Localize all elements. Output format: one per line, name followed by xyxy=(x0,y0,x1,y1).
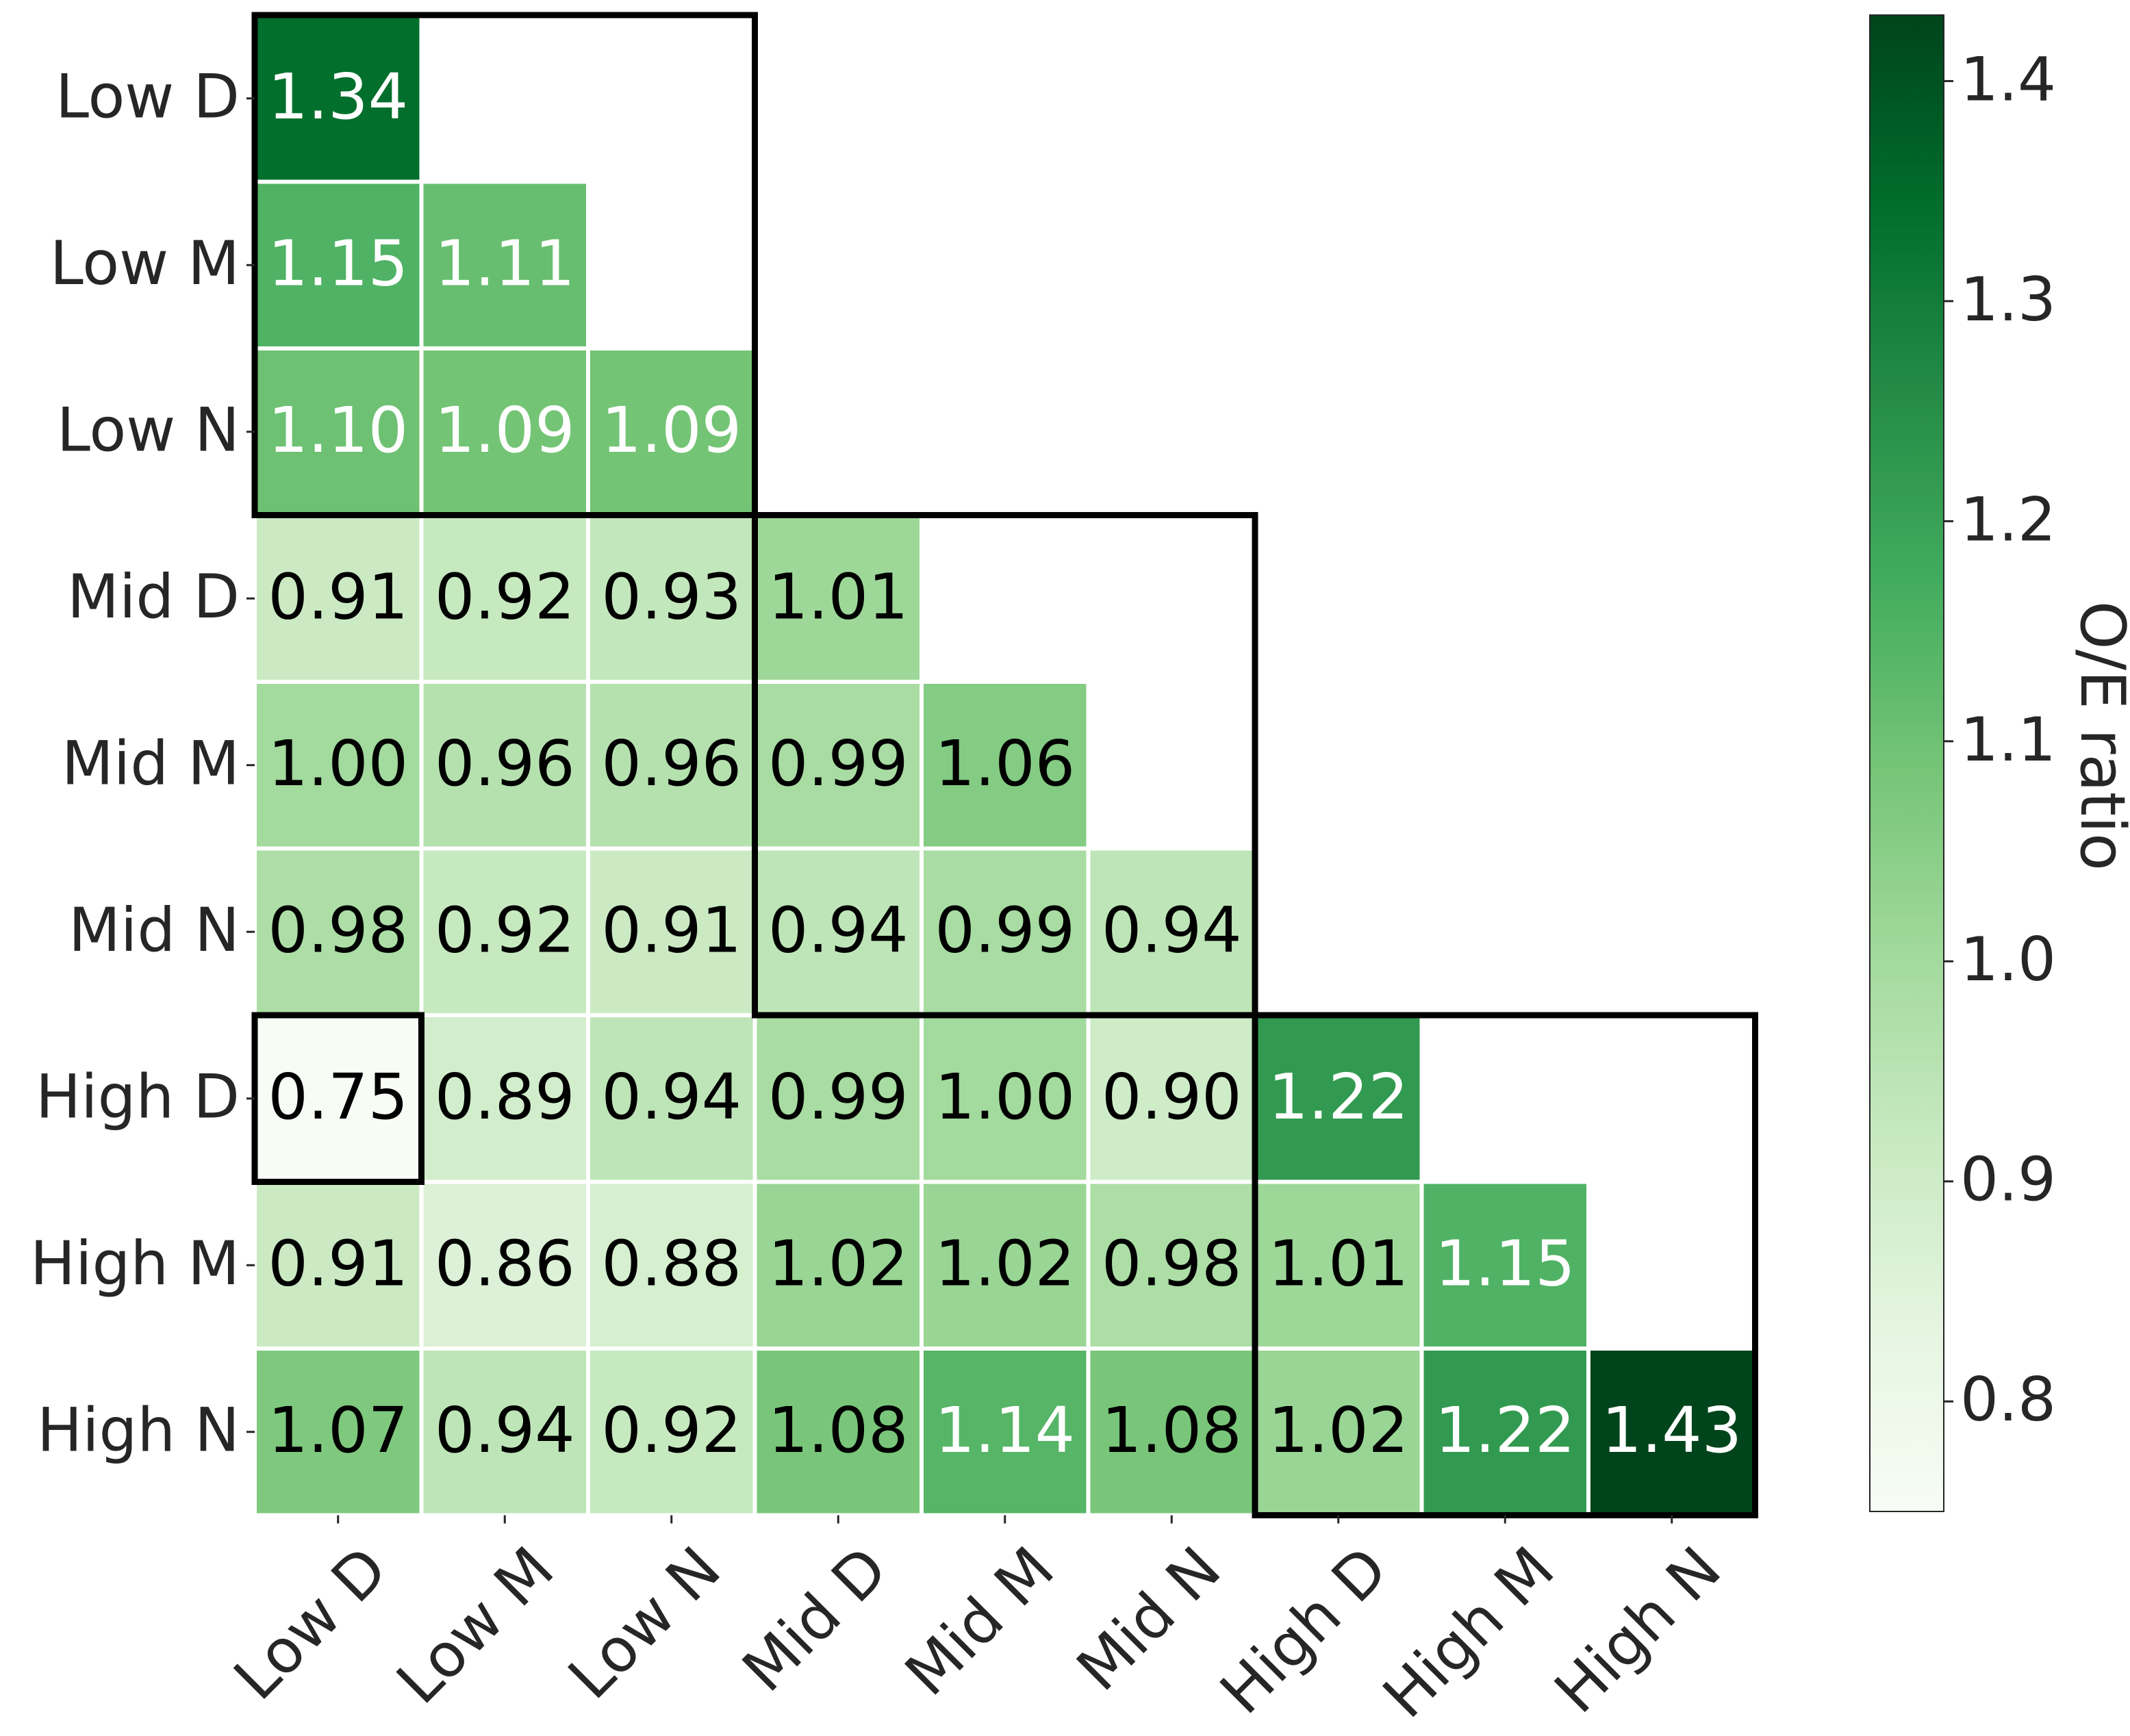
y-axis-tick-labels: Low D Low M Low N Mid D Mid M Mid N High D High… xyxy=(30,62,255,1466)
y-tick-label: Low M xyxy=(50,228,240,298)
heatmap-cell xyxy=(1253,1013,1424,1184)
heatmap-cell xyxy=(419,513,590,684)
cell-value-label: 0.98 xyxy=(268,894,408,967)
colorbar-tick-label: 0.9 xyxy=(1960,1145,2056,1215)
cell-value-label: 1.43 xyxy=(1601,1394,1742,1467)
y-tick-label: High D xyxy=(36,1062,240,1132)
cell-value-label: 1.15 xyxy=(268,227,408,301)
cell-value-label: 0.91 xyxy=(268,561,408,634)
cell-value-label: 1.11 xyxy=(435,227,575,301)
colorbar-tick-label: 1.0 xyxy=(1960,924,2056,995)
x-tick-label: Low D xyxy=(220,1533,401,1713)
cell-value-label: 0.98 xyxy=(1102,1227,1242,1301)
heatmap-cell xyxy=(586,846,757,1017)
x-tick-label: Mid M xyxy=(891,1533,1067,1709)
cell-value-label: 1.06 xyxy=(935,727,1075,800)
colorbar: 0.8 0.9 1.0 1.1 1.2 1.3 1.4 O/E ratio xyxy=(1869,14,2130,1512)
cell-value-label: 1.01 xyxy=(768,561,909,634)
cell-value-label: 0.92 xyxy=(435,561,575,634)
colorbar-tick-label: 1.4 xyxy=(1960,44,2056,114)
x-tick-label: High M xyxy=(1369,1533,1567,1731)
heatmap-cell xyxy=(1086,846,1257,1017)
x-tick-label: High D xyxy=(1206,1533,1401,1728)
cell-value-label: 1.07 xyxy=(268,1394,408,1467)
y-tick-label: Low D xyxy=(55,62,240,132)
cell-value-label: 1.14 xyxy=(935,1394,1075,1467)
heatmap-cells: 1.34 1.15 1.11 1.10 1.09 1.09 0.91 0.92 0.93 1.01… xyxy=(253,13,1758,1518)
cell-value-label: 1.34 xyxy=(268,60,408,133)
heatmap-cell xyxy=(586,346,757,518)
y-tick-label: High M xyxy=(30,1228,240,1299)
colorbar-gradient xyxy=(1869,14,1944,1512)
cell-value-label: 0.94 xyxy=(435,1394,575,1467)
heatmap-cell xyxy=(1586,1346,1758,1518)
heatmap-cell xyxy=(1086,1346,1257,1518)
highlight-block-outline xyxy=(752,512,1258,1019)
colorbar-tick-label: 1.1 xyxy=(1960,704,2056,775)
heatmap-cell xyxy=(752,513,924,684)
colorbar-tick-label: 1.3 xyxy=(1960,264,2056,335)
x-tick-label: Low N xyxy=(555,1533,734,1713)
heatmap-cell xyxy=(1419,1179,1590,1351)
cell-value-label: 1.08 xyxy=(768,1394,909,1467)
colorbar-tick-label: 0.8 xyxy=(1960,1364,2056,1435)
cell-value-label: 0.91 xyxy=(268,1227,408,1301)
cell-value-label: 0.94 xyxy=(601,1060,741,1134)
cell-value-label: 0.90 xyxy=(1102,1060,1242,1134)
colorbar-ticks: 0.8 0.9 1.0 1.1 1.2 1.3 1.4 xyxy=(1944,44,2056,1435)
heatmap-cell xyxy=(586,1179,757,1351)
x-tick-label: High N xyxy=(1541,1533,1734,1726)
heatmap-cell xyxy=(253,1346,424,1518)
cell-value-label: 1.08 xyxy=(1102,1394,1242,1467)
cell-value-label: 1.00 xyxy=(268,727,408,800)
heatmap-cell xyxy=(253,1179,424,1351)
heatmap-cell xyxy=(419,846,590,1017)
x-tick-label: Low M xyxy=(383,1533,568,1718)
cell-value-label: 0.88 xyxy=(601,1227,741,1301)
colorbar-label: O/E ratio xyxy=(2066,601,2130,871)
cell-value-label: 1.09 xyxy=(435,394,575,467)
cell-value-label: 1.10 xyxy=(268,394,408,467)
heatmap-cell xyxy=(920,846,1091,1017)
cell-value-label: 0.86 xyxy=(435,1227,575,1301)
cell-value-label: 1.00 xyxy=(935,1060,1075,1134)
cell-value-label: 0.89 xyxy=(435,1060,575,1134)
cell-value-label: 1.22 xyxy=(1268,1060,1408,1134)
cell-value-label: 1.02 xyxy=(1268,1394,1408,1467)
y-tick-label: Mid N xyxy=(68,895,240,965)
heatmap-cell xyxy=(253,179,424,350)
cell-value-label: 0.99 xyxy=(935,894,1075,967)
cell-value-label: 1.09 xyxy=(601,394,741,467)
x-tick-label: Mid D xyxy=(728,1533,900,1705)
cell-value-label: 0.96 xyxy=(601,727,741,800)
cell-value-label: 1.15 xyxy=(1435,1227,1575,1301)
y-tick-label: Mid D xyxy=(67,561,240,632)
cell-value-label: 1.01 xyxy=(1268,1227,1408,1301)
cell-value-label: 0.96 xyxy=(435,727,575,800)
cell-value-label: 0.92 xyxy=(435,894,575,967)
heatmap-cell xyxy=(752,1346,924,1518)
cell-value-label: 0.99 xyxy=(768,1060,909,1134)
cell-value-label: 0.75 xyxy=(268,1060,408,1134)
cell-value-label: 1.02 xyxy=(768,1227,909,1301)
cell-value-label: 1.02 xyxy=(935,1227,1075,1301)
y-tick-label: High N xyxy=(37,1395,240,1466)
cell-value-label: 0.93 xyxy=(601,561,741,634)
y-tick-label: Low N xyxy=(57,395,240,465)
cell-value-label: 1.22 xyxy=(1435,1394,1575,1467)
y-tick-label: Mid M xyxy=(62,728,240,799)
cell-value-label: 0.94 xyxy=(1102,894,1242,967)
cell-value-label: 0.92 xyxy=(601,1394,741,1467)
heatmap-cell xyxy=(752,680,924,851)
cell-value-label: 0.91 xyxy=(601,894,741,967)
cell-value-label: 0.94 xyxy=(768,894,909,967)
heatmap-cell xyxy=(419,680,590,851)
heatmap-cell xyxy=(1086,1013,1257,1184)
heatmap-cell xyxy=(419,1013,590,1184)
heatmap-cell xyxy=(752,846,924,1017)
cell-value-label: 0.99 xyxy=(768,727,909,800)
colorbar-tick-label: 1.2 xyxy=(1960,484,2056,554)
